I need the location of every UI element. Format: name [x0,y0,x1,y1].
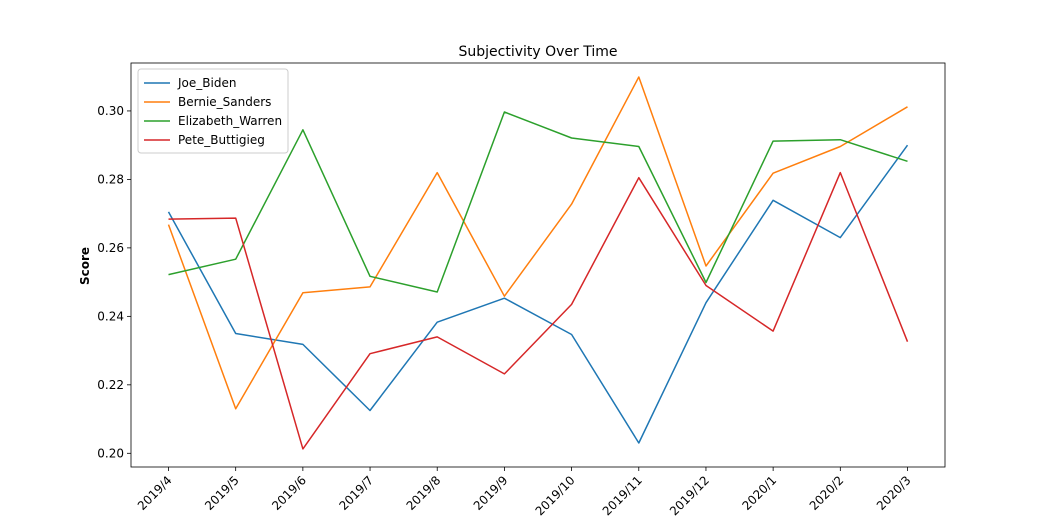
x-tick-label: 2019/10 [533,473,578,518]
legend-entry: Bernie_Sanders [178,95,271,109]
x-tick-label: 2019/5 [202,473,242,513]
y-tick-label: 0.20 [97,446,124,460]
y-tick-label: 0.24 [97,309,124,323]
legend: Joe_Biden Bernie_Sanders Elizabeth_Warren P… [137,68,289,154]
x-tick-label: 2019/9 [471,473,511,513]
chart-title: Subjectivity Over Time [458,44,617,60]
y-tick-label: 0.22 [97,378,124,392]
legend-entry: Pete_Buttigieg [178,133,265,147]
y-tick-label: 0.26 [97,241,124,255]
series-line-pete-buttigieg [168,171,909,450]
x-axis: 2019/4 2019/5 2019/6 2019/7 2019/8 2019/9 2019… [135,467,914,518]
series-line-bernie-sanders [167,76,908,410]
x-tick-label: 2020/1 [740,473,780,513]
x-tick-label: 2019/4 [135,473,175,513]
legend-entry: Elizabeth_Warren [178,114,282,128]
x-tick-label: 2019/12 [667,473,712,518]
y-axis-label: Score [78,247,92,285]
x-tick-label: 2020/2 [807,473,847,513]
series-lines [167,76,909,450]
legend-entry: Joe_Biden [177,76,236,90]
x-tick-label: 2019/6 [269,473,309,513]
x-tick-label: 2020/3 [874,473,914,513]
series-line-joe-biden [167,144,909,444]
legend-box [137,68,289,154]
y-tick-label: 0.28 [97,172,124,186]
x-tick-label: 2019/7 [336,473,376,513]
x-tick-label: 2019/11 [600,473,645,518]
y-axis: 0.20 0.22 0.24 0.26 0.28 0.30 [97,104,131,460]
series-line-elizabeth-warren [168,111,908,293]
x-tick-label: 2019/8 [404,473,444,513]
y-tick-label: 0.30 [97,104,124,118]
